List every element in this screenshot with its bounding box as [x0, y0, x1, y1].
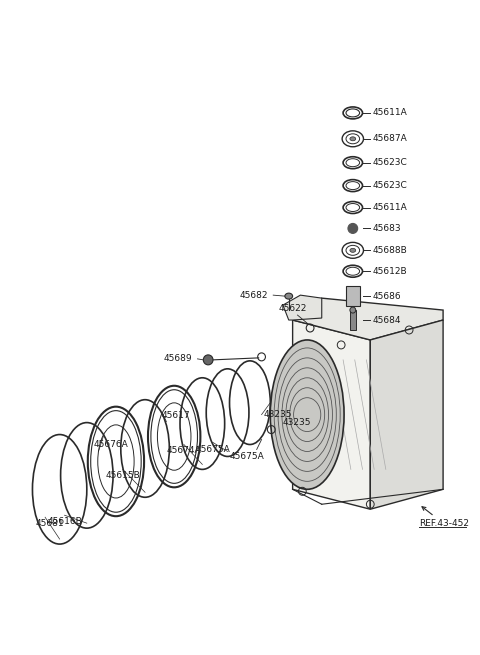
Text: 45617: 45617	[162, 411, 190, 420]
Text: 45674A: 45674A	[167, 447, 201, 455]
Text: 45686: 45686	[372, 291, 401, 301]
Polygon shape	[293, 298, 443, 340]
Ellipse shape	[270, 340, 344, 489]
Ellipse shape	[204, 355, 213, 365]
Text: 45611A: 45611A	[372, 109, 407, 117]
Text: 45676A: 45676A	[94, 440, 128, 449]
Ellipse shape	[285, 293, 293, 299]
Text: 45681: 45681	[36, 519, 64, 528]
Text: 45616B: 45616B	[47, 517, 82, 526]
Polygon shape	[283, 295, 322, 320]
Text: 45623C: 45623C	[372, 181, 407, 190]
Text: 45683: 45683	[372, 224, 401, 233]
Text: 45615B: 45615B	[106, 472, 140, 480]
Text: 45622: 45622	[278, 304, 307, 313]
Text: 45687A: 45687A	[372, 134, 407, 143]
Text: 45689: 45689	[164, 354, 192, 364]
Polygon shape	[293, 320, 370, 509]
Text: 45611A: 45611A	[372, 203, 407, 212]
Ellipse shape	[348, 223, 358, 233]
Bar	[346, 286, 360, 306]
Ellipse shape	[350, 307, 356, 313]
Text: REF.43-452: REF.43-452	[419, 507, 469, 528]
Text: 45688B: 45688B	[372, 246, 407, 255]
Text: 45623C: 45623C	[372, 159, 407, 167]
Ellipse shape	[350, 137, 356, 141]
Ellipse shape	[350, 248, 356, 252]
Text: 43235: 43235	[264, 410, 292, 419]
Polygon shape	[370, 320, 443, 509]
Text: 45675A: 45675A	[196, 445, 230, 453]
Text: 43235: 43235	[283, 418, 312, 427]
Text: 45682: 45682	[240, 291, 268, 299]
Bar	[350, 310, 356, 330]
Text: 45684: 45684	[372, 316, 401, 324]
Text: 45675A: 45675A	[229, 453, 264, 462]
Text: 45612B: 45612B	[372, 267, 407, 276]
